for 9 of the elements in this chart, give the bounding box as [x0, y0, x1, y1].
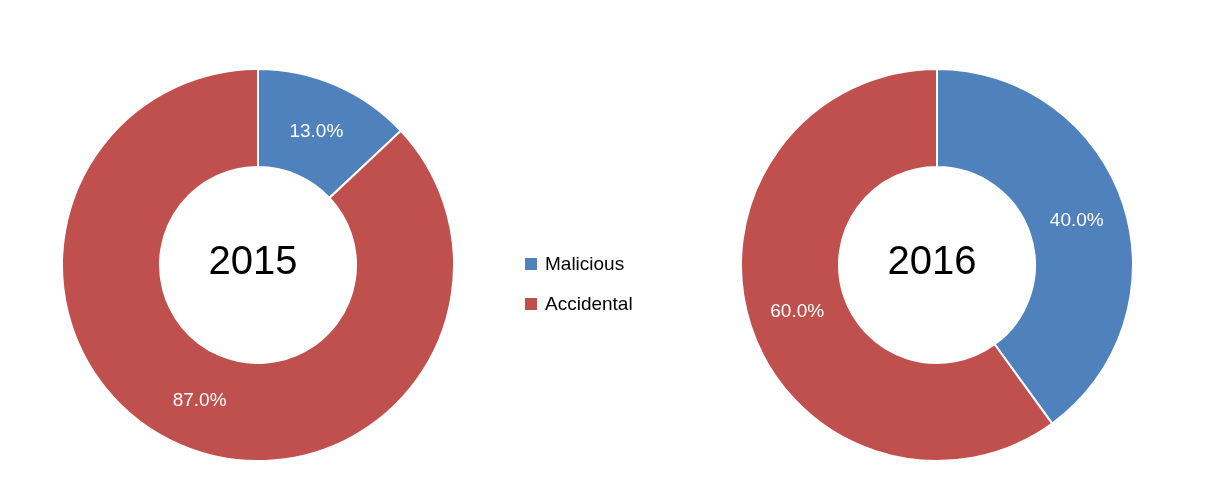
data-label: 87.0%	[172, 389, 227, 411]
text: 2015	[208, 238, 298, 282]
data-label: 40.0%	[1049, 209, 1104, 231]
donut-slice	[61, 68, 455, 462]
text: 2016	[887, 238, 977, 282]
data-label: 60.0%	[770, 299, 825, 321]
legend-label: Accidental	[545, 293, 633, 315]
legend-label: Malicious	[545, 253, 625, 275]
data-label: 13.0%	[289, 119, 344, 141]
